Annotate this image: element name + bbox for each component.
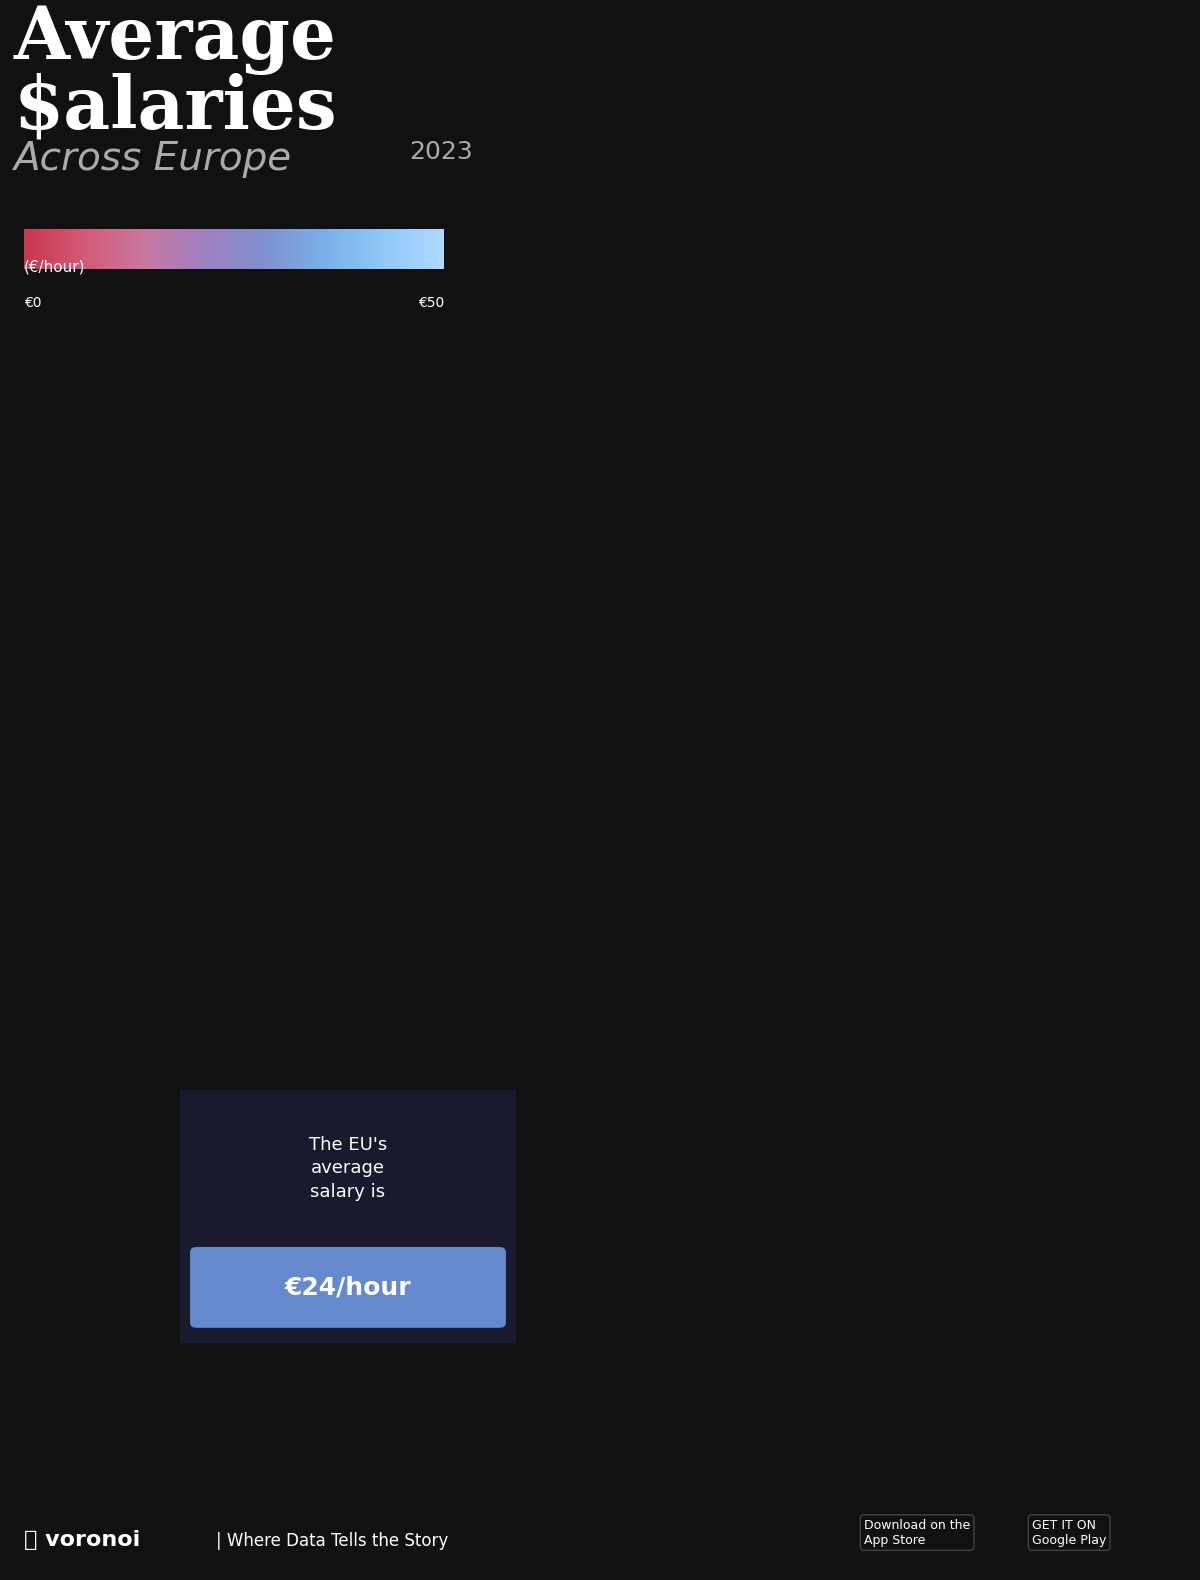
Text: €24/hour: €24/hour <box>284 1275 412 1299</box>
Text: Average: Average <box>13 3 336 74</box>
Text: €0: €0 <box>24 295 42 310</box>
Text: | Where Data Tells the Story: | Where Data Tells the Story <box>216 1531 449 1550</box>
FancyBboxPatch shape <box>190 1247 506 1327</box>
Text: $alaries: $alaries <box>13 73 337 144</box>
Text: Download on the
App Store: Download on the App Store <box>864 1518 971 1547</box>
Text: GET IT ON
Google Play: GET IT ON Google Play <box>1032 1518 1106 1547</box>
Text: Across Europe: Across Europe <box>13 141 292 179</box>
Text: The EU's
average
salary is: The EU's average salary is <box>308 1136 388 1201</box>
Text: 2023: 2023 <box>409 141 473 164</box>
Text: 🔺 voronoi: 🔺 voronoi <box>24 1531 140 1550</box>
FancyBboxPatch shape <box>170 1082 526 1351</box>
Text: (€/hour): (€/hour) <box>24 259 85 273</box>
Text: €50: €50 <box>418 295 444 310</box>
